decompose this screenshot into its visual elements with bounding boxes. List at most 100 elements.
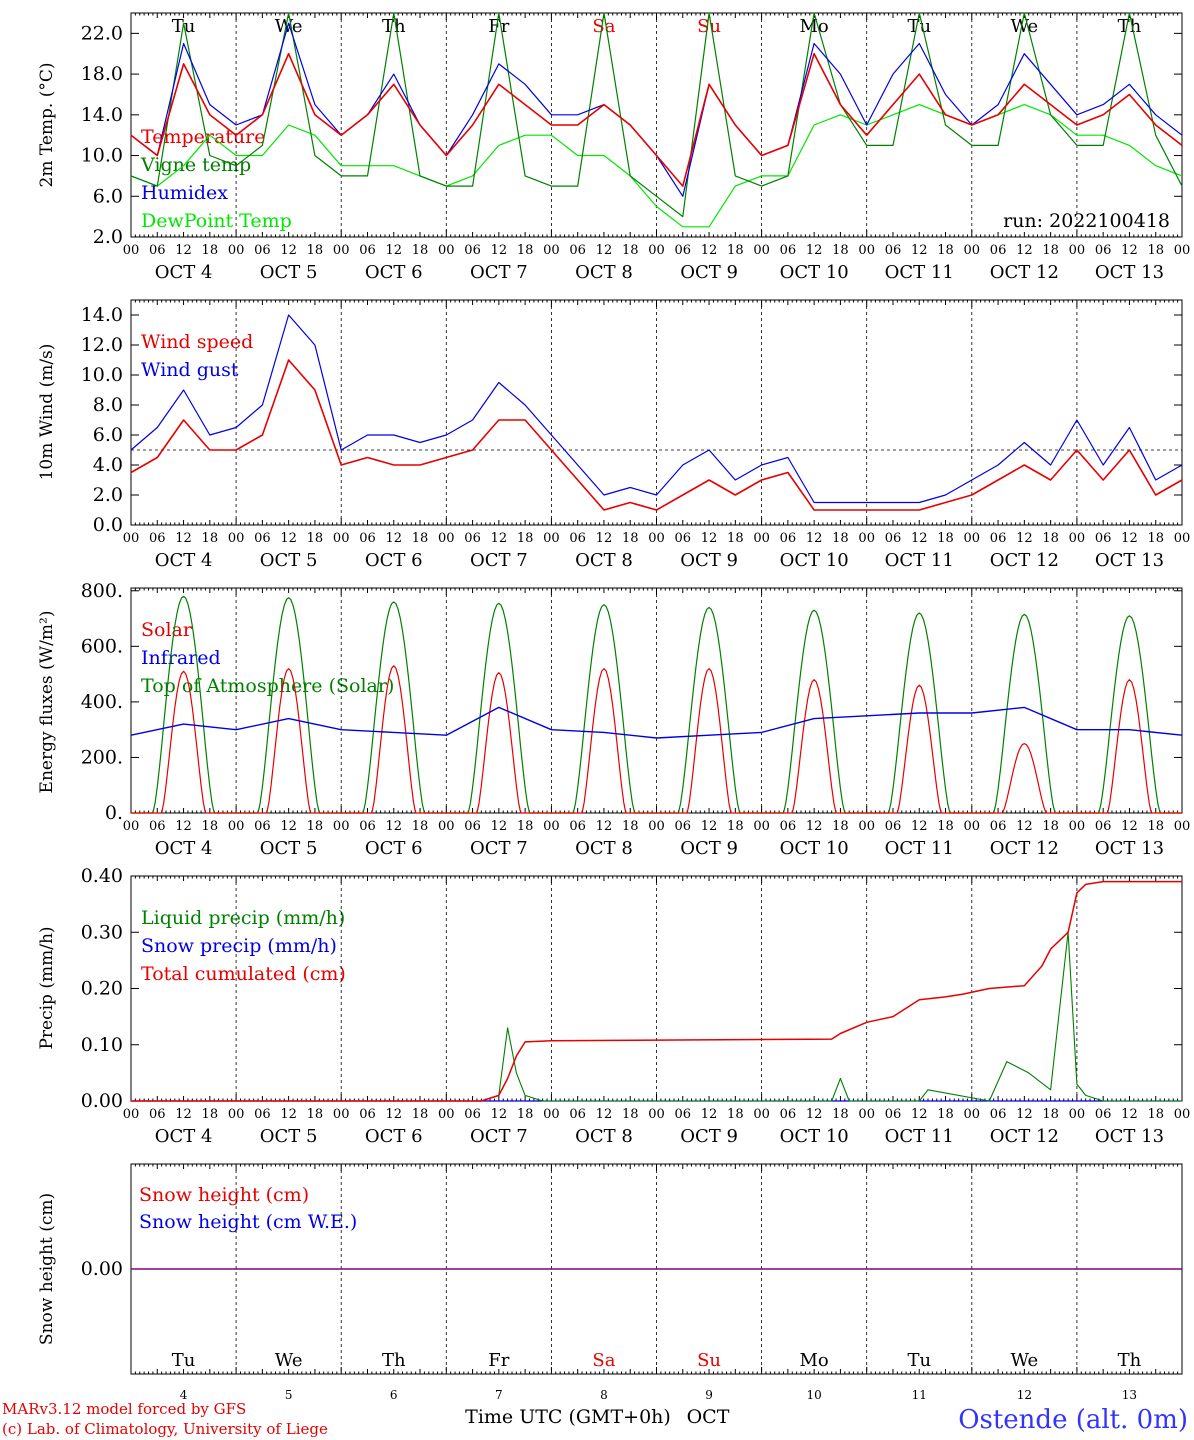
hour-tick-label: 00 xyxy=(438,1107,455,1122)
hour-tick-label: 00 xyxy=(753,243,770,258)
y-tick-label: 200. xyxy=(81,746,123,768)
y-tick-label: 18.0 xyxy=(81,63,123,85)
date-label: OCT 9 xyxy=(680,1126,738,1147)
date-label: OCT 6 xyxy=(365,838,423,859)
hour-tick-label: 12 xyxy=(1016,243,1033,258)
hour-tick-label: 00 xyxy=(543,531,560,546)
weekday-label: We xyxy=(275,16,303,37)
hour-tick-label: 00 xyxy=(1069,531,1086,546)
hour-tick-label: 06 xyxy=(1095,243,1112,258)
hour-tick-label: 00 xyxy=(648,243,665,258)
date-label: OCT 4 xyxy=(155,838,213,859)
hour-tick-label: 06 xyxy=(780,1107,797,1122)
hour-tick-label: 06 xyxy=(675,243,692,258)
day-number-label: 5 xyxy=(285,1388,293,1402)
hour-tick-label: 00 xyxy=(123,1107,140,1122)
hour-tick-label: 00 xyxy=(123,243,140,258)
hour-tick-label: 12 xyxy=(911,819,928,834)
energy-y-label: Energy fluxes (W/m²) xyxy=(37,611,57,794)
day-number-label: 12 xyxy=(1017,1388,1032,1402)
hour-tick-label: 12 xyxy=(491,819,508,834)
date-label: OCT 13 xyxy=(1095,262,1164,283)
weekday-label: We xyxy=(275,1350,303,1371)
hour-tick-label: 00 xyxy=(228,243,245,258)
date-label: OCT 8 xyxy=(575,550,633,571)
hour-tick-label: 12 xyxy=(1016,819,1033,834)
legend-dewpoint-temp: DewPoint Temp xyxy=(141,210,292,232)
legend-infrared: Infrared xyxy=(141,647,221,669)
weekday-label: Th xyxy=(382,1350,406,1371)
date-label: OCT 7 xyxy=(470,1126,528,1147)
hour-tick-label: 06 xyxy=(675,531,692,546)
hour-tick-label: 06 xyxy=(149,1107,166,1122)
chart-marks: 22.018.014.010.06.02.000 06 12 18 00 06 12 18 00… xyxy=(81,12,1190,1402)
hour-tick-label: 06 xyxy=(990,819,1007,834)
y-tick-label: 0.40 xyxy=(81,865,123,887)
hour-tick-label: 18 xyxy=(622,1107,639,1122)
infrared-line xyxy=(130,706,1183,739)
weekday-label: Mo xyxy=(800,1350,829,1371)
y-tick-label: 0.00 xyxy=(81,1258,123,1280)
hour-tick-label: 12 xyxy=(385,243,402,258)
date-label: OCT 8 xyxy=(575,262,633,283)
legend-liquid-precip: Liquid precip (mm/h) xyxy=(141,907,345,929)
y-tick-label: 14.0 xyxy=(81,304,123,326)
hour-tick-label: 18 xyxy=(727,1107,744,1122)
hour-tick-label: 12 xyxy=(175,243,192,258)
hour-tick-label: 12 xyxy=(911,1107,928,1122)
hour-tick-label: 06 xyxy=(1095,1107,1112,1122)
hour-tick-label: 12 xyxy=(175,819,192,834)
energy-plot-frame xyxy=(130,587,1183,814)
hour-tick-label: 06 xyxy=(569,531,586,546)
hour-tick-label: 18 xyxy=(937,819,954,834)
date-label: OCT 10 xyxy=(780,1126,849,1147)
date-label: OCT 7 xyxy=(470,838,528,859)
legend-toa-solar: Top of Atmosphere (Solar) xyxy=(141,675,394,697)
hour-tick-label: 06 xyxy=(569,819,586,834)
day-number-label: 13 xyxy=(1122,1388,1137,1402)
hour-tick-label: 18 xyxy=(517,243,534,258)
y-tick-label: 0.10 xyxy=(81,1034,123,1056)
temperature-series-line xyxy=(130,12,1183,218)
hour-tick-label: 12 xyxy=(280,243,297,258)
legend-total-cumulated: Total cumulated (cm) xyxy=(141,963,346,985)
hour-tick-label: 00 xyxy=(964,819,981,834)
hour-tick-label: 06 xyxy=(464,531,481,546)
hour-tick-label: 12 xyxy=(1121,243,1138,258)
date-label: OCT 11 xyxy=(885,1126,954,1147)
hour-tick-label: 12 xyxy=(596,531,613,546)
y-tick-label: 0.30 xyxy=(81,921,123,943)
hour-tick-label: 18 xyxy=(622,243,639,258)
legend-vigne-temp: Vigne temp xyxy=(140,154,251,176)
hour-tick-label: 06 xyxy=(885,1107,902,1122)
legend-snow-precip: Snow precip (mm/h) xyxy=(141,935,337,957)
x-axis-month: OCT xyxy=(687,1406,730,1428)
wind-panel: 10m Wind (m/s) Wind speed Wind gust xyxy=(37,299,1183,526)
hour-tick-label: 06 xyxy=(149,243,166,258)
y-tick-label: 14.0 xyxy=(81,104,123,126)
hour-tick-label: 12 xyxy=(596,1107,613,1122)
date-label: OCT 11 xyxy=(885,550,954,571)
date-label: OCT 9 xyxy=(680,838,738,859)
day-number-label: 11 xyxy=(912,1388,927,1402)
hour-tick-label: 06 xyxy=(990,1107,1007,1122)
hour-tick-label: 06 xyxy=(1095,531,1112,546)
hour-tick-label: 06 xyxy=(464,819,481,834)
hour-tick-label: 12 xyxy=(806,819,823,834)
hour-tick-label: 18 xyxy=(727,819,744,834)
hour-tick-label: 12 xyxy=(491,243,508,258)
legend-temperature: Temperature xyxy=(141,126,265,148)
hour-tick-label: 12 xyxy=(596,819,613,834)
date-label: OCT 11 xyxy=(885,838,954,859)
temperature-y-label: 2m Temp. (°C) xyxy=(37,62,57,187)
y-tick-label: 12.0 xyxy=(81,334,123,356)
hour-tick-label: 00 xyxy=(753,1107,770,1122)
hour-tick-label: 18 xyxy=(202,1107,219,1122)
hour-tick-label: 06 xyxy=(780,243,797,258)
hour-tick-label: 12 xyxy=(175,1107,192,1122)
hour-tick-label: 06 xyxy=(359,1107,376,1122)
hour-tick-label: 18 xyxy=(412,531,429,546)
run-label: run: 2022100418 xyxy=(1003,210,1170,232)
hour-tick-label: 12 xyxy=(1121,819,1138,834)
date-label: OCT 4 xyxy=(155,1126,213,1147)
